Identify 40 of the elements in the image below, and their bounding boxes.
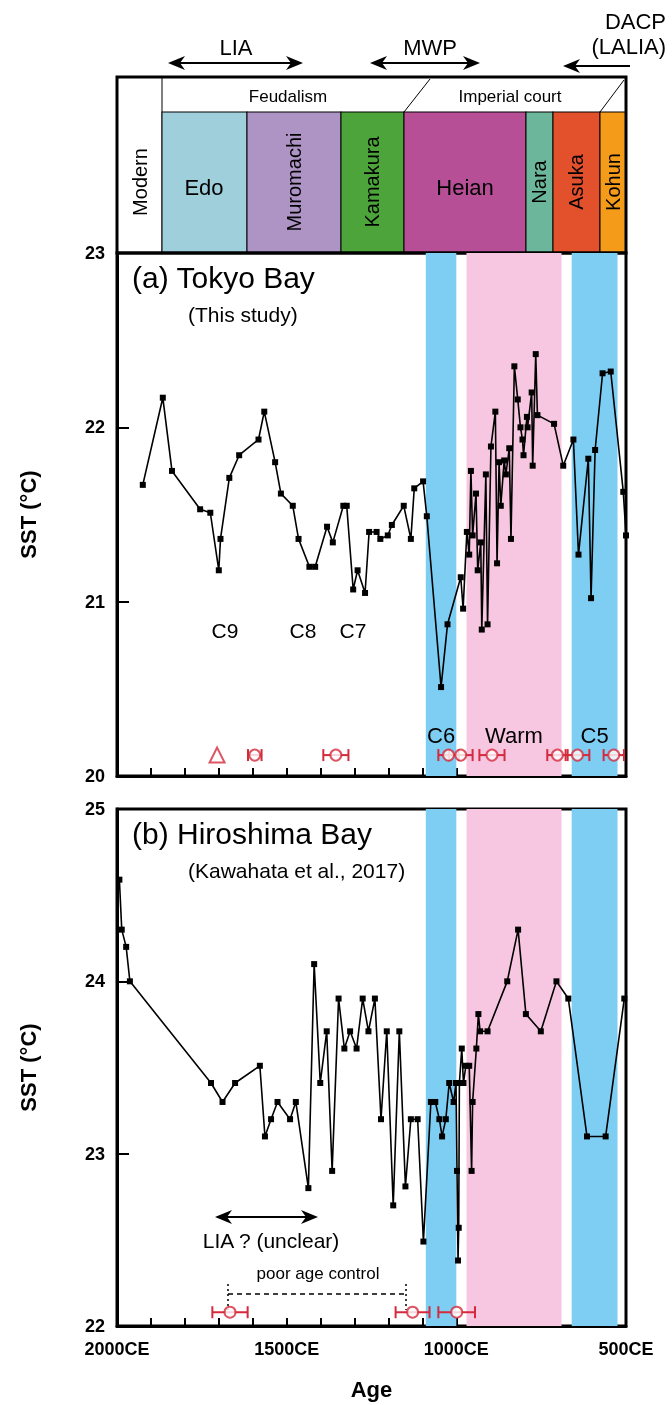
text: Modern — [129, 148, 151, 216]
text: Feudalism — [248, 86, 328, 106]
text: MWP — [403, 34, 457, 60]
text: LIA — [219, 34, 253, 60]
y-tick-label: 23 — [84, 243, 105, 263]
chart-title: (b) Hiroshima Bay — [132, 816, 373, 850]
y-tick-label: 21 — [84, 591, 105, 612]
text: Muromachi — [283, 132, 305, 232]
y-tick-label: 22 — [84, 417, 105, 438]
x-tick-label: 500CE — [598, 1339, 654, 1359]
y-axis-title: SST (°C) — [15, 1023, 41, 1112]
x-tick-label: 1000CE — [423, 1339, 489, 1359]
annotation: LIA ? (unclear) — [202, 1228, 340, 1252]
annotation: C9 — [211, 618, 239, 642]
annotation: C8 — [289, 618, 317, 642]
y-tick-label: 22 — [84, 1316, 105, 1336]
band-label: Warm — [485, 722, 543, 748]
text: Asuka — [565, 153, 587, 210]
y-axis-title: SST (°C) — [15, 470, 41, 559]
y-tick-label: 25 — [84, 799, 105, 819]
band-label: C6 — [427, 722, 456, 748]
x-tick-label: 2000CE — [84, 1339, 150, 1359]
annotation: C7 — [339, 618, 367, 642]
text: DACP (LALIA) — [591, 9, 666, 59]
text: Heian — [436, 174, 494, 200]
text: (This study) — [188, 303, 298, 326]
chart-title: (a) Tokyo Bay — [132, 260, 315, 294]
text: Kohun — [602, 153, 624, 211]
y-tick-label: 24 — [84, 971, 105, 992]
text: Nara — [528, 159, 550, 204]
x-axis-title: Age — [350, 1376, 393, 1402]
y-tick-label: 20 — [84, 766, 105, 786]
annotation: poor age control — [256, 1263, 380, 1283]
text: (Kawahata et al., 2017) — [188, 859, 406, 882]
band-label: C5 — [580, 722, 609, 748]
text: Imperial court — [458, 86, 562, 106]
text: Edo — [184, 174, 224, 200]
y-tick-label: 23 — [84, 1143, 105, 1164]
text: Kamakura — [361, 135, 383, 228]
x-tick-label: 1500CE — [254, 1339, 320, 1359]
